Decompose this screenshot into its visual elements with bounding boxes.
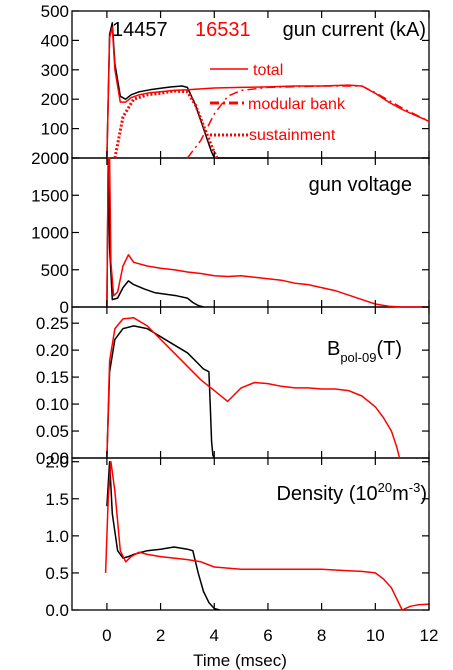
xtick-label: 0 (102, 626, 111, 645)
legend-total-label: total (253, 62, 283, 79)
bpol-title: Bpol-09(T) (327, 338, 402, 365)
gun-current-line-modular-bank (186, 85, 430, 159)
gun-voltage-title: gun voltage (309, 174, 412, 196)
density-title-unit: m (392, 483, 409, 505)
legend-sustainment-label: sustainment (249, 127, 336, 144)
gun-voltage-ytick-label: 2000 (31, 149, 69, 168)
gun-current-ytick-label: 300 (41, 61, 69, 80)
gun-current-ytick-label: 0 (60, 149, 69, 168)
bpol-line-14457 (106, 325, 215, 459)
xtick-label: 8 (317, 626, 326, 645)
density-line-14457 (106, 460, 220, 611)
gun-voltage-series-group (106, 157, 429, 308)
gun-voltage-ytick-label: 1000 (31, 224, 69, 243)
density-title-exp2: -3 (409, 480, 421, 495)
bpol-ytick-label: 0.25 (36, 314, 69, 333)
density-frame (71, 457, 430, 611)
bpol-frame (71, 306, 430, 459)
gun-current-ytick-label: 400 (41, 31, 69, 50)
density-ytick-label: 1.5 (45, 490, 69, 509)
bpol-title-unit: (T) (376, 338, 402, 360)
bpol-ytick-label: 0.00 (36, 449, 69, 468)
gun-current-title: gun current (kA) (283, 19, 426, 41)
density-ytick-label: 2.0 (45, 453, 69, 472)
gun-voltage-ytick-label: 500 (41, 261, 69, 280)
density-title-exp1: 20 (378, 480, 392, 495)
x-axis-label: Time (msec) (193, 651, 287, 670)
gun-current-line-sustainment (113, 89, 219, 159)
density-line-16531 (104, 460, 430, 611)
density-ytick-label: 0.5 (45, 564, 69, 583)
gun-current-ytick-label: 100 (41, 120, 69, 139)
bpol-ytick-label: 0.20 (36, 341, 69, 360)
density-ytick-label: 1.0 (45, 527, 69, 546)
xtick-label: 2 (156, 626, 165, 645)
xtick-label: 12 (420, 626, 439, 645)
shot-16531-label: 16531 (195, 19, 251, 41)
bpol-ytick-label: 0.10 (36, 395, 69, 414)
gun-voltage-ytick-label: 1500 (31, 186, 69, 205)
bpol-ytick-label: 0.15 (36, 368, 69, 387)
density-series-group (104, 460, 430, 611)
gun-voltage-line-14457 (106, 160, 204, 308)
xtick-label: 4 (210, 626, 219, 645)
gun-current-line-16531 (106, 26, 430, 159)
density-ytick-label: 0.0 (45, 601, 69, 620)
density-title: Density (1020m-3) (276, 480, 427, 505)
legend-modular-bank-label: modular bank (248, 96, 346, 113)
density-title-close: ) (420, 483, 427, 505)
gun-voltage-ytick-label: 0 (60, 298, 69, 317)
ticks-layer: 010020030040050005001000150020000.000.05… (31, 2, 438, 645)
gun-voltage-line-16531 (106, 157, 429, 308)
gun-current-series-group (106, 22, 430, 159)
gun-current-ytick-label: 200 (41, 90, 69, 109)
bpol-line-16531 (106, 317, 401, 459)
gun-current-ytick-label: 500 (41, 2, 69, 21)
legend: total modular bank sustainment (210, 62, 346, 144)
bpol-series-group (106, 317, 401, 459)
series-layer (104, 22, 430, 611)
xtick-label: 10 (366, 626, 385, 645)
bpol-title-subscript: pol-09 (340, 350, 376, 365)
shot-14457-label: 14457 (112, 19, 168, 41)
bpol-ytick-label: 0.05 (36, 422, 69, 441)
xtick-label: 6 (263, 626, 272, 645)
